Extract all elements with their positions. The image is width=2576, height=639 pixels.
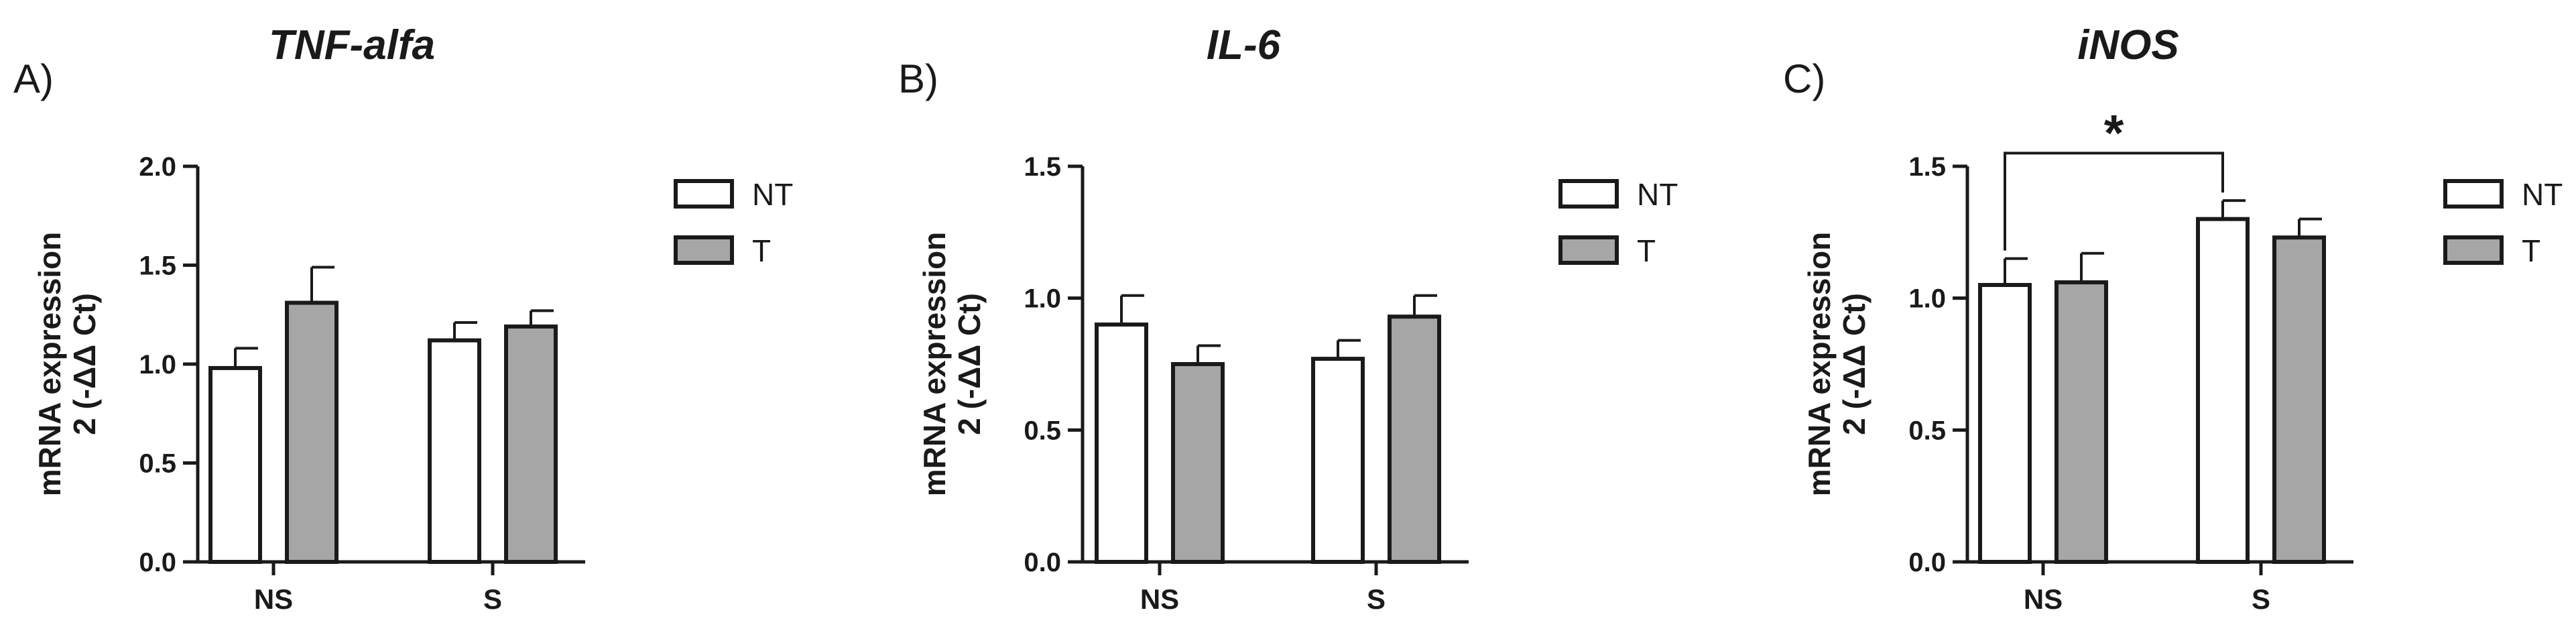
bar-nt-s [428,338,481,564]
x-tick-label: S [483,583,502,615]
y-axis-label-line-1: mRNA expression [32,232,67,497]
legend-label-nt: NT [2522,177,2563,212]
x-tick-label: S [2252,583,2270,615]
y-tick-label: 1.5 [139,251,176,281]
bar-nt-s [1311,357,1365,565]
legend-swatch-nt [674,179,734,209]
y-tick-label: 0.0 [1024,548,1061,577]
legend-swatch-nt [1558,179,1619,209]
y-axis-label: mRNA expression 2 (-ΔΔ Ct) [917,232,987,497]
legend-label-t: T [752,233,771,268]
y-tick-label: 0.5 [1024,416,1061,445]
y-tick-label: 1.0 [139,350,176,380]
bar-t-ns [2054,280,2108,564]
chart-title: IL-6 [1207,22,1281,68]
legend-label-t: T [1637,233,1656,268]
y-tick-label: 0.5 [1908,416,1946,445]
y-axis-label-line-2: 2 (-ΔΔ Ct) [67,293,102,435]
bar-t-s [504,324,558,564]
bar-t-s [1388,314,1441,564]
y-axis-label: mRNA expression 2 (-ΔΔ Ct) [32,232,102,497]
y-tick-label: 0.5 [139,449,176,479]
legend-swatch-t [674,235,734,265]
y-axis-label-line-1: mRNA expression [1802,232,1837,497]
y-axis-label-line-1: mRNA expression [917,232,952,497]
y-tick-label: 1.5 [1024,152,1061,182]
bar-t-ns [285,300,339,564]
chart-title: TNF-alfa [269,22,435,68]
y-tick-label: 2.0 [139,152,176,182]
y-axis-label-line-2: 2 (-ΔΔ Ct) [952,293,987,435]
chart-panel-1: A) TNF-alfa mRNA expression 2 (-ΔΔ Ct) 0.0 0.… [13,22,793,615]
chart-panel-3: C) iNOS mRNA expression 2 (-ΔΔ Ct) 0.0 0.5 1.0… [1783,22,2563,615]
x-tick-label: S [1367,583,1386,615]
bar-nt-ns [1978,283,2032,564]
y-tick-label: 1.5 [1908,152,1946,182]
x-tick-label: NS [1140,583,1179,615]
y-axis-label-line-2: 2 (-ΔΔ Ct) [1837,293,1872,435]
significance-star: * [2104,105,2124,162]
legend-label-nt: NT [1637,177,1678,212]
bar-t-s [2272,235,2326,564]
legend-label-nt: NT [752,177,793,212]
y-tick-label: 1.0 [1908,284,1946,314]
panel-label: B) [898,56,938,101]
legend-swatch-t [2443,235,2504,265]
panel-label: C) [1783,56,1825,101]
chart-panel-2: B) IL-6 mRNA expression 2 (-ΔΔ Ct) 0.0 0.5 1.0… [898,22,1678,615]
significance-bracket [2004,152,2224,251]
x-tick-label: NS [2024,583,2063,615]
legend-swatch-nt [2443,179,2504,209]
bar-nt-ns [208,365,262,565]
y-tick-label: 1.0 [1024,284,1061,314]
legend-swatch-t [1558,235,1619,265]
y-axis-label: mRNA expression 2 (-ΔΔ Ct) [1802,232,1872,497]
panel-label: A) [13,56,54,101]
legend-label-t: T [2522,233,2540,268]
bar-nt-s [2196,217,2250,564]
chart-title: iNOS [2077,22,2179,68]
x-tick-label: NS [254,583,293,615]
y-tick-label: 0.0 [1908,548,1946,577]
bar-nt-ns [1095,323,1148,564]
y-tick-label: 0.0 [139,548,176,577]
bar-t-ns [1171,362,1225,564]
